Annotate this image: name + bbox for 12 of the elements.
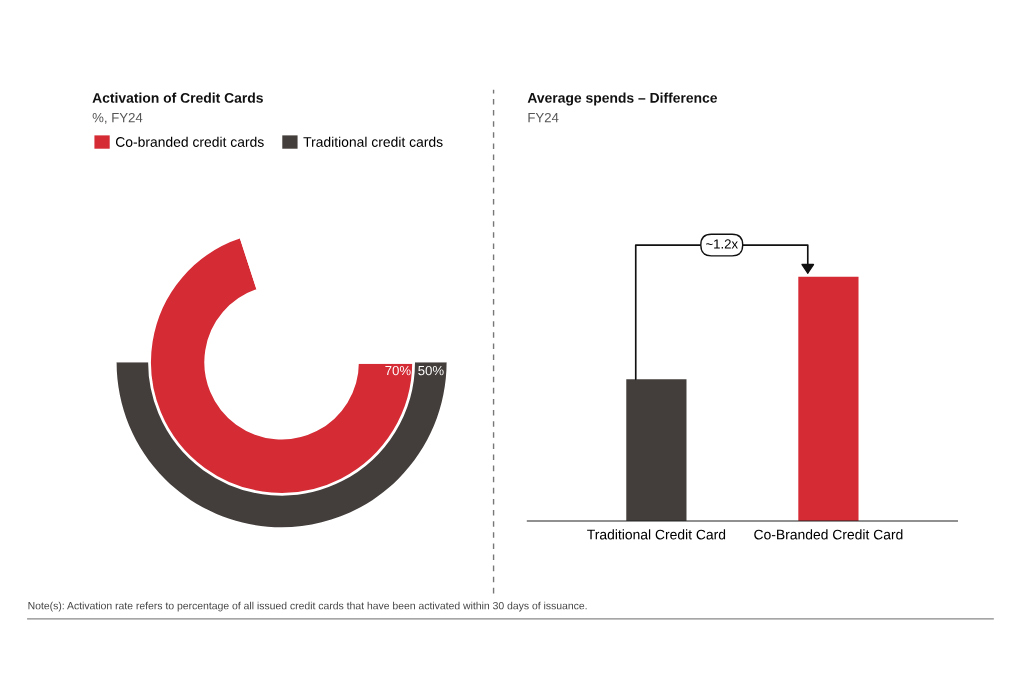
legend-label: Traditional credit cards	[303, 136, 443, 147]
chart-title: Average spends – Difference	[527, 92, 718, 106]
chart-title: Activation of Credit Cards	[92, 92, 263, 103]
x-tick-label: Co-Branded Credit Card	[754, 529, 903, 540]
chart-subtitle: %, FY24	[92, 112, 143, 124]
data-label: 50%	[418, 365, 444, 376]
x-tick-label: Traditional Credit Card	[587, 529, 726, 540]
data-label: 70%	[385, 365, 411, 376]
legend-label: Co-branded credit cards	[115, 136, 264, 147]
chart-subtitle: FY24	[528, 112, 559, 123]
text: ~1.2x	[706, 239, 738, 249]
text: Note(s): Activation rate refers to percentage of all issued credit cards that have been activated within 30 days of issuance.	[28, 601, 587, 612]
